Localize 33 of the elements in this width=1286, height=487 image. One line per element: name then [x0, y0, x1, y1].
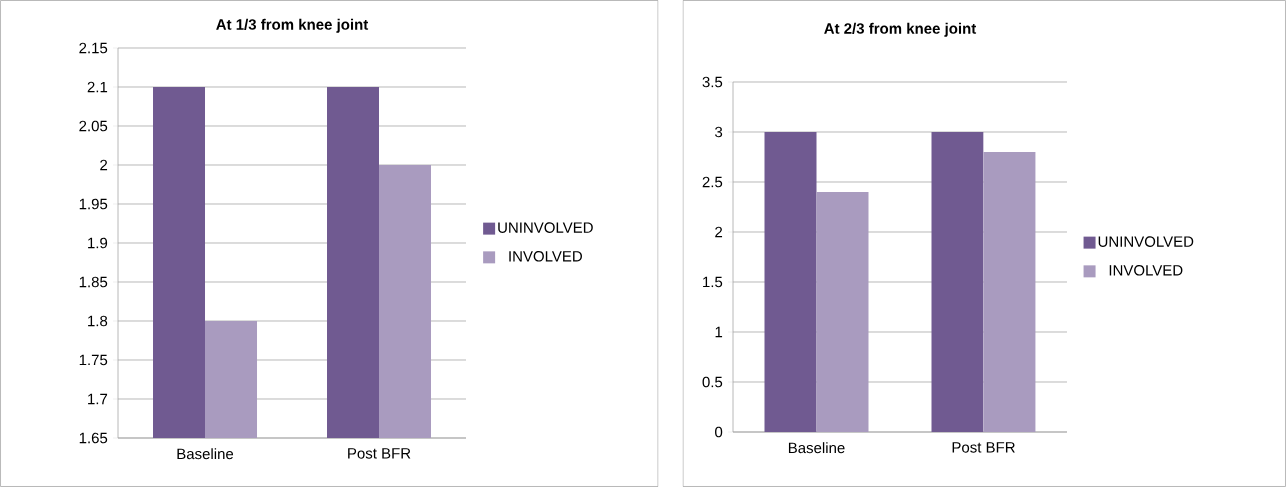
bar	[764, 131, 817, 432]
y-tick-label: 1.65	[79, 432, 108, 444]
x-tick-label: Post BFR	[952, 442, 1015, 453]
legend-label: INVOLVED	[509, 250, 582, 262]
x-tick-label: Post BFR	[348, 448, 411, 459]
x-tick-label: Baseline	[788, 442, 845, 454]
x-tick-label: Baseline	[177, 448, 234, 460]
chart-title: At 1/3 from knee joint	[216, 18, 369, 33]
legend-label: INVOLVED	[1109, 264, 1183, 276]
bar	[931, 131, 984, 432]
legend-label: UNINVOLVED	[498, 222, 593, 233]
y-tick-label: 0.5	[702, 376, 723, 388]
y-tick-label: 2.15	[79, 42, 108, 54]
y-tick-label: 3.5	[702, 76, 723, 88]
y-tick-label: 3	[715, 126, 723, 138]
legend-label: UNINVOLVED	[1098, 236, 1194, 247]
y-tick-label: 2	[715, 226, 723, 238]
bar	[983, 151, 1036, 432]
y-tick-label: 1.5	[703, 276, 723, 288]
y-tick-label: 1.95	[79, 198, 108, 210]
y-tick-label: 2.5	[702, 176, 723, 188]
y-tick-label: 1.75	[79, 354, 108, 366]
y-tick-label: 1.7	[88, 393, 108, 405]
y-tick-label: 1	[715, 326, 723, 338]
y-tick-label: 1.85	[79, 276, 108, 288]
y-tick-label: 2	[100, 159, 108, 171]
y-tick-label: 2.05	[79, 120, 108, 132]
y-tick-label: 1.8	[88, 315, 108, 327]
y-tick-label: 2.1	[87, 81, 108, 93]
chart-title: At 2/3 from knee joint	[824, 22, 977, 37]
bar	[816, 191, 869, 432]
y-tick-label: 1.9	[88, 237, 108, 249]
y-tick-label: 0	[715, 426, 723, 438]
